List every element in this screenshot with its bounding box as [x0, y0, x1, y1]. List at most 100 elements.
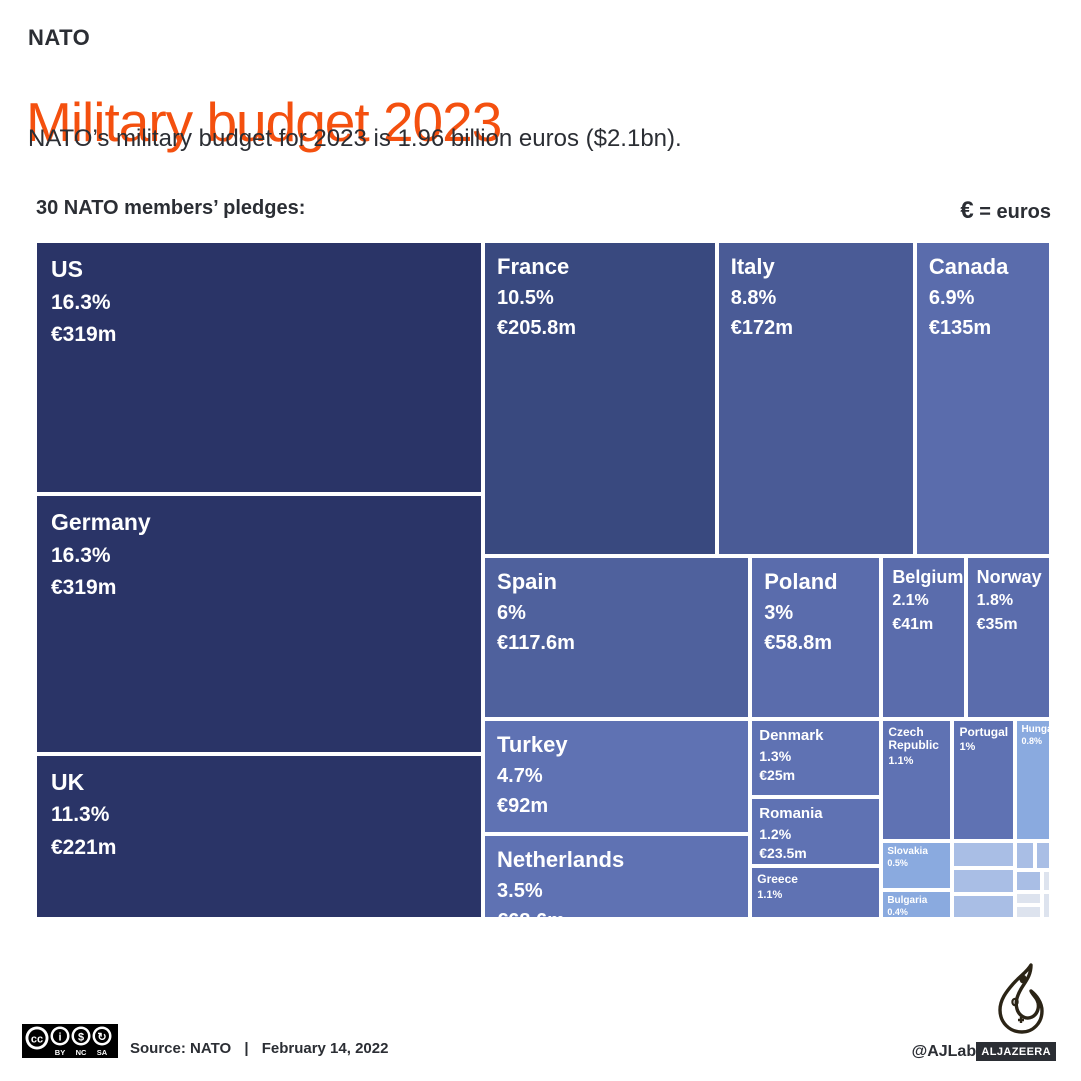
tile-amount: €117.6m	[497, 631, 575, 654]
tile-amount: €41m	[892, 615, 934, 633]
page-subtitle: NATO’s military budget for 2023 is 1.96 …	[28, 125, 682, 152]
creative-commons-badge: cc i $ ↻ BY NC SA	[22, 1024, 118, 1058]
tile-percent: 2.1%	[892, 592, 929, 610]
tile-amount: €221m	[51, 835, 117, 859]
treemap-tile-spain[interactable]: Spain 6% €117.6m	[483, 556, 751, 719]
tile-country-name: Bulgaria	[887, 894, 928, 906]
cc-license-icon: cc i $ ↻ BY NC SA	[22, 1024, 118, 1058]
tile-percent: 11.3%	[51, 803, 110, 827]
tile-percent: 6%	[497, 601, 526, 624]
treemap-tile-unlabelled-29[interactable]	[1041, 891, 1051, 919]
tile-percent: 4.7%	[497, 764, 543, 787]
tile-percent: 1.2%	[759, 825, 792, 842]
treemap-tile-slovakia[interactable]: Slovakia 0.5%	[881, 841, 953, 890]
tile-percent: 16.3%	[51, 290, 111, 314]
treemap-tile-belgium[interactable]: Belgium 2.1% €41m	[881, 556, 966, 719]
legend-currency: € = euros	[960, 197, 1051, 225]
tile-amount: €68.6m	[497, 909, 748, 917]
tile-percent: 16.3%	[51, 543, 111, 567]
svg-text:i: i	[58, 1032, 61, 1044]
euro-symbol-icon: €	[960, 197, 974, 224]
tile-country-name: Portugal	[959, 724, 1009, 739]
tile-amount: €23.5m	[759, 844, 807, 861]
treemap-tile-canada[interactable]: Canada 6.9% €135m	[914, 241, 1051, 557]
tile-percent: 1.1%	[888, 754, 914, 767]
tile-percent: 1.8%	[976, 592, 1014, 610]
treemap-tile-france[interactable]: France 10.5% €205.8m	[483, 241, 717, 557]
treemap-tile-czech-republic[interactable]: Czech Republic 1.1%	[881, 718, 953, 842]
treemap-tile-romania[interactable]: Romania 1.2% €23.5m	[750, 796, 882, 867]
svg-text:cc: cc	[31, 1034, 43, 1046]
treemap-tile-unlabelled-22[interactable]	[952, 893, 1016, 919]
tile-country-name: Norway	[976, 567, 1042, 588]
tile-percent: 3.5%	[497, 879, 543, 902]
legend-members-label: 30 NATO members’ pledges:	[36, 197, 306, 219]
treemap-chart: US 16.3% €319m Germany 16.3% €319m UK 11.3% €221…	[35, 241, 1051, 919]
tile-country-name: Greece	[757, 872, 798, 887]
tile-country-name: Czech Republic	[888, 724, 939, 753]
tile-percent: 8.8%	[730, 286, 777, 309]
tile-percent: 0.5%	[887, 858, 908, 869]
treemap-tile-unlabelled-24[interactable]	[1034, 841, 1051, 871]
aljazeera-logo-icon	[987, 962, 1053, 1040]
treemap-tile-unlabelled-27[interactable]	[1015, 891, 1042, 906]
treemap-tile-denmark[interactable]: Denmark 1.3% €25m	[750, 718, 882, 797]
treemap-tile-unlabelled-21[interactable]	[952, 868, 1016, 894]
tile-country-name: Slovakia	[887, 846, 928, 858]
source-label: Source: NATO	[130, 1040, 232, 1057]
tile-amount: €25m	[759, 766, 796, 783]
treemap-tile-portugal[interactable]: Portugal 1%	[952, 718, 1016, 842]
treemap-tile-us[interactable]: US 16.3% €319m	[35, 241, 484, 494]
treemap-tile-norway[interactable]: Norway 1.8% €35m	[965, 556, 1051, 719]
tile-percent: 1.3%	[759, 747, 792, 764]
treemap-tile-unlabelled-25[interactable]	[1015, 870, 1042, 892]
tile-country-name: Denmark	[759, 726, 824, 744]
treemap-tile-unlabelled-23[interactable]	[1015, 841, 1035, 871]
tile-country-name: Germany	[51, 508, 151, 535]
treemap-tile-unlabelled-20[interactable]	[952, 841, 1016, 869]
svg-text:↻: ↻	[97, 1032, 106, 1044]
tile-country-name: Hungary	[1021, 723, 1049, 735]
tile-amount: €92m	[497, 794, 549, 817]
tile-country-name: Turkey	[497, 731, 568, 757]
tile-percent: 10.5%	[497, 286, 554, 309]
treemap-tile-poland[interactable]: Poland 3% €58.8m	[750, 556, 882, 719]
tile-amount: €172m	[730, 316, 794, 339]
source-line: Source: NATO | February 14, 2022	[130, 1040, 388, 1057]
tile-amount: €205.8m	[497, 316, 577, 339]
kicker: NATO	[28, 25, 91, 50]
treemap-tile-netherlands[interactable]: Netherlands 3.5% €68.6m	[483, 834, 751, 919]
cc-nc-label: NC	[76, 1048, 87, 1057]
tile-country-name: UK	[51, 768, 85, 795]
svg-text:$: $	[78, 1032, 84, 1044]
tile-percent: 0.8%	[1021, 736, 1042, 747]
tile-percent: 0.4%	[887, 907, 908, 918]
tile-percent: 1.1%	[757, 888, 783, 901]
aljazeera-wordmark: ALJAZEERA	[976, 1042, 1056, 1061]
tile-percent: 1%	[959, 741, 976, 754]
tile-country-name: Spain	[497, 569, 557, 595]
tile-country-name: Italy	[730, 254, 775, 279]
ajlabs-handle: @AJLabs	[911, 1043, 985, 1060]
tile-amount: €135m	[928, 316, 992, 339]
treemap-tile-turkey[interactable]: Turkey 4.7% €92m	[483, 718, 751, 835]
tile-amount: €35m	[976, 615, 1018, 633]
source-separator: |	[244, 1040, 249, 1057]
tile-country-name: Poland	[764, 569, 838, 595]
tile-country-name: US	[51, 256, 83, 282]
treemap-tile-bulgaria[interactable]: Bulgaria 0.4%	[881, 889, 953, 919]
treemap-tile-greece[interactable]: Greece 1.1%	[750, 866, 882, 919]
legend-currency-label: = euros	[979, 201, 1051, 223]
tile-amount: €319m	[51, 322, 117, 346]
tile-amount: €58.8m	[764, 631, 833, 654]
cc-by-label: BY	[55, 1048, 65, 1057]
tile-amount: €319m	[51, 575, 117, 599]
treemap-tile-hungary[interactable]: Hungary0.8%	[1015, 718, 1051, 842]
treemap-tile-italy[interactable]: Italy 8.8% €172m	[716, 241, 915, 557]
treemap-tile-unlabelled-28[interactable]	[1015, 905, 1042, 919]
treemap-tile-germany[interactable]: Germany 16.3% €319m	[35, 493, 484, 754]
tile-country-name: France	[497, 254, 570, 279]
treemap-tile-unlabelled-26[interactable]	[1041, 870, 1051, 892]
treemap-tile-uk[interactable]: UK 11.3% €221m	[35, 753, 484, 919]
tile-country-name: Netherlands	[497, 847, 625, 873]
